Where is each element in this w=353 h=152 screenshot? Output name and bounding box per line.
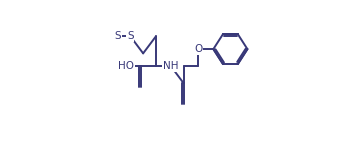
Text: S: S bbox=[114, 31, 121, 41]
Text: O: O bbox=[195, 44, 203, 54]
Text: HO: HO bbox=[118, 61, 134, 71]
Text: NH: NH bbox=[163, 61, 179, 71]
Text: S: S bbox=[127, 31, 134, 41]
